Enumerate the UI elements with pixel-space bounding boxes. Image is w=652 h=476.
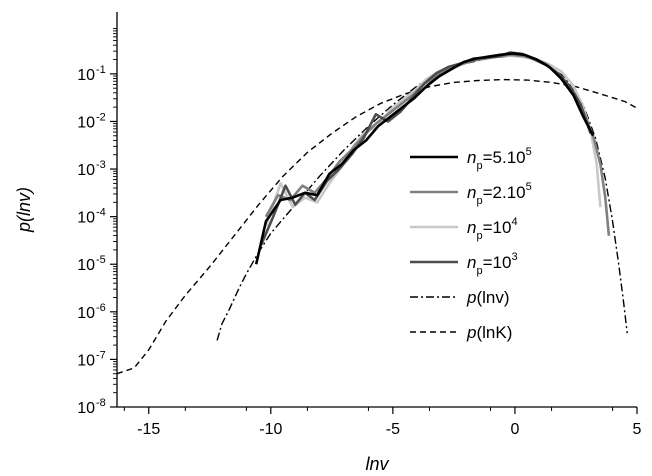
legend-rest: =2.10 (483, 183, 526, 202)
legend-rest: (lnv) (476, 288, 509, 307)
y-tick-exponent: -1 (96, 64, 106, 76)
y-tick-label: 10 (77, 257, 95, 274)
legend-subscript: p (476, 195, 482, 207)
series-line-3 (259, 51, 592, 246)
y-tick-exponent: -3 (96, 159, 106, 171)
legend-label-2: np=104 (467, 216, 518, 242)
series-line-5 (116, 78, 638, 375)
y-tick-exponent: -8 (96, 397, 106, 409)
legend-label-4: p(lnv) (466, 288, 510, 307)
y-tick-base: 10 (77, 305, 95, 322)
y-tick-base: 10 (77, 352, 95, 369)
legend-base: n (467, 218, 476, 237)
legend-base: n (467, 148, 476, 167)
y-tick-label: 10 (77, 210, 95, 227)
y-axis-label: p(lnv) (14, 187, 34, 233)
legend-base: n (467, 183, 476, 202)
y-tick-label: 10 (77, 67, 95, 84)
y-tick-exponent: -5 (96, 254, 106, 266)
y-tick-exponent: -2 (96, 111, 106, 123)
y-tick-base: 10 (77, 257, 95, 274)
y-tick-base: 10 (77, 114, 95, 131)
legend-label-5: p(lnK) (466, 323, 512, 342)
legend-superscript: 5 (526, 146, 532, 158)
series-line-1 (264, 53, 611, 236)
y-tick-label: 10 (77, 400, 95, 417)
axes: -15 -10 -5 0 510-810-710-610-510-410-310-210… (77, 12, 642, 438)
legend-subscript: p (476, 230, 482, 242)
x-tick-label: 5 (633, 421, 642, 438)
x-tick-label: 0 (510, 421, 519, 438)
y-tick-label: 10 (77, 114, 95, 131)
x-tick-label: -15 (137, 421, 160, 438)
series-layer (116, 51, 638, 375)
legend-subscript: p (476, 160, 482, 172)
legend-subscript: p (476, 265, 482, 277)
legend-base: p (466, 288, 476, 307)
legend-superscript: 3 (511, 251, 517, 263)
x-tick-label: -10 (259, 421, 282, 438)
x-tick-label: -5 (386, 421, 400, 438)
y-tick-exponent: -7 (96, 349, 106, 361)
legend-rest: =5.10 (483, 148, 526, 167)
y-tick-exponent: -4 (96, 207, 106, 219)
legend-base: n (467, 253, 476, 272)
legend-superscript: 4 (511, 216, 517, 228)
y-tick-label: 10 (77, 305, 95, 322)
legend-rest: =10 (483, 253, 512, 272)
y-tick-exponent: -6 (96, 302, 106, 314)
y-tick-base: 10 (77, 210, 95, 227)
x-axis-label: lnv (365, 454, 389, 474)
series-line-0 (254, 52, 595, 265)
y-tick-label: 10 (77, 162, 95, 179)
y-tick-label: 10 (77, 352, 95, 369)
legend-rest: =10 (483, 218, 512, 237)
legend-label-0: np=5.105 (467, 146, 532, 172)
y-tick-base: 10 (77, 162, 95, 179)
y-tick-base: 10 (77, 67, 95, 84)
y-tick-base: 10 (77, 400, 95, 417)
series-line-4 (216, 55, 628, 341)
legend-superscript: 5 (526, 181, 532, 193)
legend-label-1: np=2.105 (467, 181, 532, 207)
legend-label-3: np=103 (467, 251, 518, 277)
legend-base: p (466, 323, 476, 342)
legend-rest: (lnK) (476, 323, 512, 342)
